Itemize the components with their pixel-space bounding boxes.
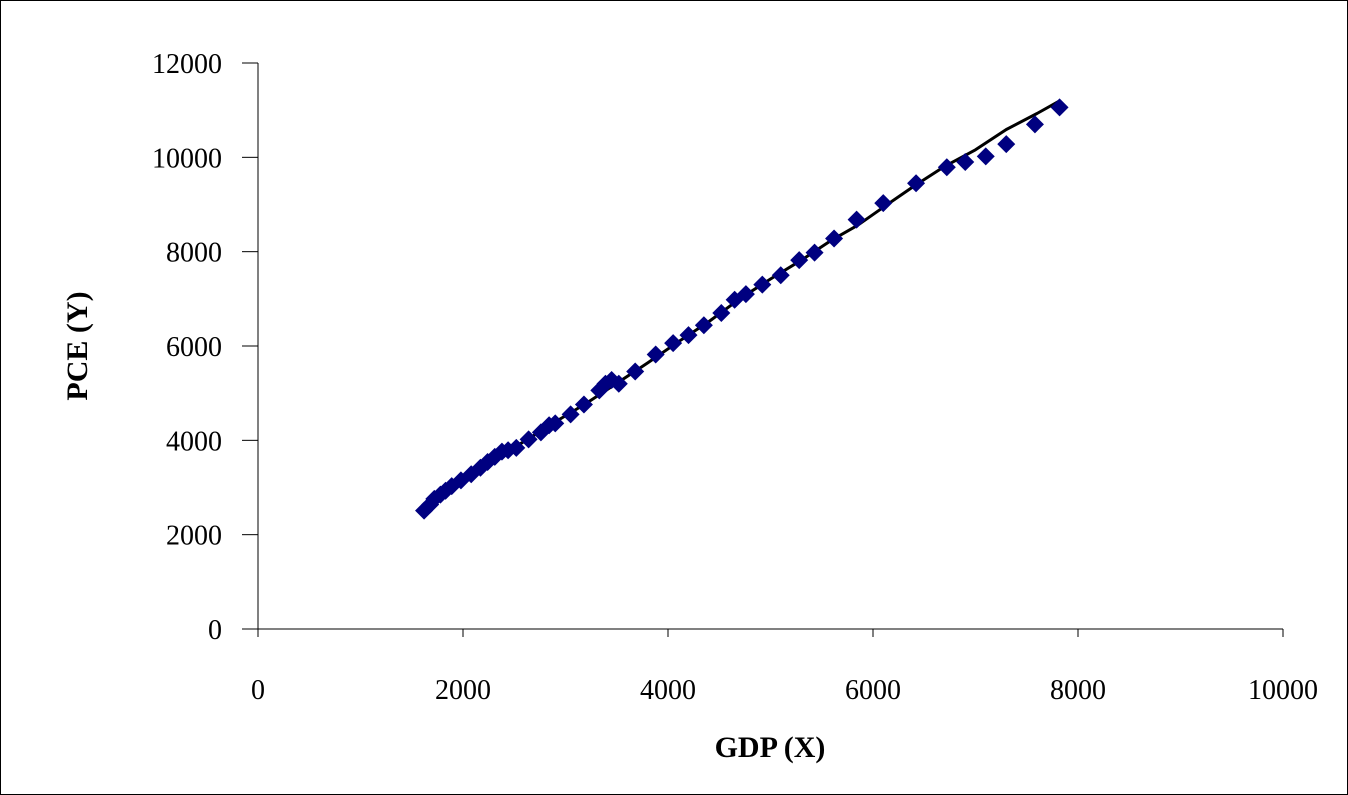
data-point — [753, 276, 771, 294]
x-tick-label: 10000 — [1248, 675, 1318, 706]
y-tick-label: 12000 — [152, 49, 222, 80]
x-axis-title: GDP (X) — [715, 731, 826, 764]
x-tick-label: 6000 — [845, 675, 901, 706]
data-point — [956, 153, 974, 171]
data-point — [848, 211, 866, 229]
y-axis-title: PCE (Y) — [61, 291, 94, 400]
y-tick-label: 0 — [208, 615, 222, 646]
data-point — [977, 147, 995, 165]
x-ticks: 0 2000 4000 6000 8000 10000 — [251, 629, 1318, 706]
data-point — [680, 326, 698, 344]
y-tick-label: 10000 — [152, 143, 222, 174]
axes — [242, 63, 1283, 629]
data-point — [575, 395, 593, 413]
x-tick-label: 4000 — [640, 675, 696, 706]
y-ticks: 0 2000 4000 6000 8000 10000 12000 — [152, 49, 258, 646]
data-point — [1051, 98, 1069, 116]
y-tick-label: 4000 — [166, 426, 222, 457]
data-points — [415, 98, 1069, 519]
x-tick-label: 0 — [251, 675, 265, 706]
data-point — [874, 194, 892, 212]
data-point — [997, 135, 1015, 153]
x-tick-label: 2000 — [435, 675, 491, 706]
x-tick-label: 8000 — [1050, 675, 1106, 706]
data-point — [825, 229, 843, 247]
y-tick-label: 6000 — [166, 332, 222, 363]
y-tick-label: 8000 — [166, 238, 222, 269]
y-tick-label: 2000 — [166, 521, 222, 552]
